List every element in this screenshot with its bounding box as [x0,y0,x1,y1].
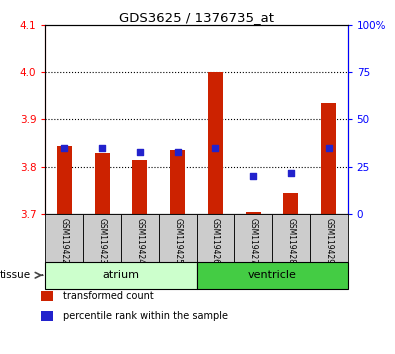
Bar [41,291,53,301]
Bar [197,262,348,289]
Bar [234,214,272,262]
Bar [321,103,336,214]
Point [288,170,294,175]
Bar [41,310,53,321]
Point [175,149,181,154]
Bar [208,72,223,214]
Title: GDS3625 / 1376735_at: GDS3625 / 1376735_at [119,11,274,24]
Point [212,145,218,151]
Bar [45,262,197,289]
Text: GSM119422: GSM119422 [60,218,69,264]
Bar [246,212,261,214]
Bar [272,214,310,262]
Bar [94,153,110,214]
Point [137,149,143,154]
Text: tissue: tissue [0,270,30,280]
Bar [45,214,83,262]
Text: atrium: atrium [102,270,139,280]
Text: GSM119424: GSM119424 [135,218,144,264]
Point [250,173,256,179]
Bar [159,214,197,262]
Text: percentile rank within the sample: percentile rank within the sample [63,311,228,321]
Bar [170,150,185,214]
Text: GSM119425: GSM119425 [173,218,182,264]
Bar [57,145,72,214]
Text: GSM119427: GSM119427 [249,218,258,264]
Text: GSM119429: GSM119429 [324,218,333,264]
Bar [310,214,348,262]
Bar [132,160,147,214]
Text: GSM119423: GSM119423 [98,218,107,264]
Text: GSM119426: GSM119426 [211,218,220,264]
Point [61,145,68,151]
Text: GSM119428: GSM119428 [286,218,295,264]
Point [99,145,105,151]
Text: ventricle: ventricle [248,270,297,280]
Bar [197,214,234,262]
Point [325,145,332,151]
Bar [283,193,299,214]
Bar [83,214,121,262]
Text: transformed count: transformed count [63,291,154,301]
Bar [121,214,159,262]
